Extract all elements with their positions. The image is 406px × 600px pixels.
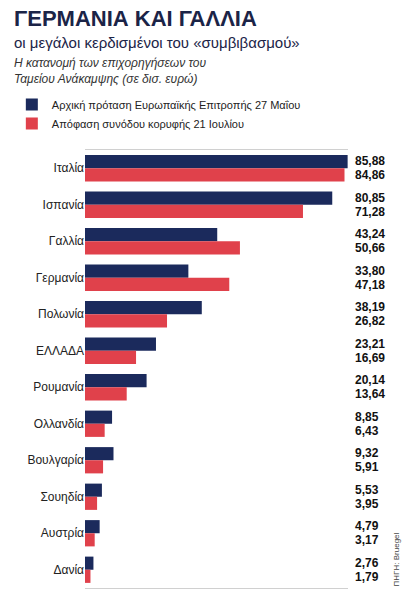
svg-text:Αρχική πρόταση Ευρωπαϊκής Επιτ: Αρχική πρόταση Ευρωπαϊκής Επιτροπής 27 Μ… [52, 99, 300, 111]
svg-text:23,21: 23,21 [355, 337, 385, 351]
svg-text:Η κατανομή των επιχορηγήσεων τ: Η κατανομή των επιχορηγήσεων τουΤαμείου … [14, 56, 206, 86]
svg-text:6,43: 6,43 [355, 424, 379, 438]
svg-text:38,19: 38,19 [355, 300, 385, 314]
svg-text:3,95: 3,95 [355, 497, 379, 511]
svg-text:16,69: 16,69 [355, 351, 385, 365]
svg-text:Γαλλία: Γαλλία [49, 234, 84, 248]
svg-text:43,24: 43,24 [355, 227, 385, 241]
svg-text:84,86: 84,86 [355, 168, 385, 182]
svg-text:3,17: 3,17 [355, 533, 379, 547]
svg-text:Ιταλία: Ιταλία [54, 161, 85, 175]
svg-text:Γερμανία: Γερμανία [36, 271, 84, 285]
svg-text:33,80: 33,80 [355, 264, 385, 278]
svg-text:Δανία: Δανία [53, 563, 84, 577]
svg-text:20,14: 20,14 [355, 373, 385, 387]
svg-text:Ολλανδία: Ολλανδία [34, 417, 84, 431]
svg-text:Ρουμανία: Ρουμανία [33, 380, 84, 394]
svg-text:Απόφαση συνόδου κορυφής 21 Ιου: Απόφαση συνόδου κορυφής 21 Ιουλίου [52, 118, 244, 130]
svg-text:ΓΕΡΜΑΝΙΑ ΚΑΙ ΓΑΛΛΙΑ: ΓΕΡΜΑΝΙΑ ΚΑΙ ΓΑΛΛΙΑ [14, 6, 257, 31]
svg-text:8,85: 8,85 [355, 410, 379, 424]
svg-text:47,18: 47,18 [355, 278, 385, 292]
svg-text:50,66: 50,66 [355, 241, 385, 255]
svg-text:5,53: 5,53 [355, 483, 379, 497]
svg-text:4,79: 4,79 [355, 519, 379, 533]
svg-text:1,79: 1,79 [355, 570, 379, 584]
svg-text:Αυστρία: Αυστρία [41, 526, 84, 540]
svg-text:Πολωνία: Πολωνία [38, 307, 84, 321]
svg-text:5,91: 5,91 [355, 460, 379, 474]
svg-text:9,32: 9,32 [355, 446, 379, 460]
svg-text:οι μεγάλοι κερδισμένοι του «συ: οι μεγάλοι κερδισμένοι του «συμβιβασμού» [14, 34, 300, 51]
svg-text:26,82: 26,82 [355, 314, 385, 328]
svg-text:2,76: 2,76 [355, 556, 379, 570]
svg-text:85,88: 85,88 [355, 154, 385, 168]
svg-text:80,85: 80,85 [355, 191, 385, 205]
svg-text:71,28: 71,28 [355, 205, 385, 219]
svg-text:ΕΛΛΑΔΑ: ΕΛΛΑΔΑ [36, 344, 84, 358]
svg-text:Ισπανία: Ισπανία [43, 198, 84, 212]
svg-text:13,64: 13,64 [355, 387, 385, 401]
svg-text:Βουλγαρία: Βουλγαρία [27, 453, 84, 467]
svg-text:Σουηδία: Σουηδία [40, 490, 84, 504]
svg-text:ΠΗΓΗ: Bruegel: ΠΗΓΗ: Bruegel [392, 532, 401, 586]
